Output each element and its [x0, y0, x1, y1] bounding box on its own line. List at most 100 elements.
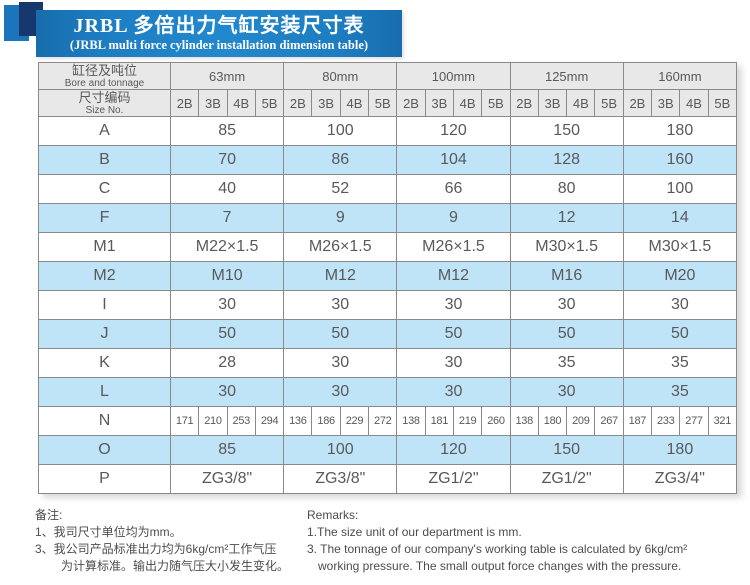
value-cell: M10	[169, 261, 285, 291]
size-code-header: 4B	[226, 89, 256, 117]
table-row: K 28 30 30 35 35	[38, 348, 738, 378]
size-code-header: 4B	[339, 89, 370, 117]
value-cell: 30	[169, 290, 285, 320]
value-cell: 150	[509, 435, 624, 465]
value-cell: 52	[283, 174, 398, 204]
remarks-en-lines: 1.The size unit of our department is mm.…	[307, 524, 744, 575]
remarks-zh-title: 备注:	[35, 508, 63, 522]
row-label: F	[38, 203, 171, 233]
value-cell: 138	[396, 406, 426, 436]
value-cell: 35	[622, 348, 738, 378]
bore-header: 125mm	[509, 62, 624, 90]
value-cell: 294	[254, 406, 285, 436]
value-cell: 50	[509, 319, 624, 349]
value-cell: M12	[283, 261, 398, 291]
size-code-row: 尺寸编码 Size No. 2B 3B 4B 5B 2B 3B 4B 5B 2B 3B 4B 5B 2B 3B…	[38, 89, 738, 117]
row-label: I	[38, 290, 171, 320]
value-cell: M26×1.5	[396, 232, 511, 262]
dimension-table-head: 缸径及吨位 Bore and tonnage 63mm 80mm 100mm 125mm 1…	[38, 62, 738, 117]
value-cell: 180	[537, 406, 568, 436]
value-cell: 70	[169, 145, 285, 175]
value-cell: 136	[283, 406, 313, 436]
remarks-line: working pressure. The small output force…	[318, 559, 682, 573]
size-code-header: 2B	[169, 89, 200, 117]
value-cell: 14	[622, 203, 738, 233]
table-row: C 40 52 66 80 100	[38, 174, 738, 204]
value-cell: 50	[622, 319, 738, 349]
size-code-header: 4B	[566, 89, 596, 117]
value-cell: 30	[509, 377, 624, 407]
size-code-header: 3B	[651, 89, 681, 117]
value-cell: 209	[566, 406, 596, 436]
size-code-header: 3B	[537, 89, 568, 117]
table-row: M2 M10 M12 M12 M16 M20	[38, 261, 738, 291]
size-code-header: 5B	[707, 89, 738, 117]
size-code-header: 5B	[254, 89, 285, 117]
value-cell: 12	[509, 203, 624, 233]
bore-header: 63mm	[169, 62, 285, 90]
table-row: J 50 50 50 50 50	[38, 319, 738, 349]
corner-zh-label: 缸径及吨位	[71, 62, 137, 78]
value-cell: 267	[594, 406, 624, 436]
remarks-line: 1、我司尺寸单位均为mm。	[35, 525, 182, 539]
value-cell: 35	[622, 377, 738, 407]
title-banner: JRBL 多倍出力气缸安装尺寸表 (JRBL multi force cylin…	[36, 10, 402, 57]
value-cell: 40	[169, 174, 285, 204]
value-cell: ZG3/8"	[169, 464, 285, 494]
table-row: O 85 100 120 150 180	[38, 435, 738, 465]
value-cell: 253	[226, 406, 256, 436]
value-cell: 138	[509, 406, 539, 436]
size-code-header: 5B	[594, 89, 624, 117]
value-cell: 85	[169, 116, 285, 146]
value-cell: M16	[509, 261, 624, 291]
size-code-header: 3B	[311, 89, 341, 117]
remarks-chinese: 备注: 1、我司尺寸单位均为mm。 3、我公司产品标准出力均为6kg/cm²工作气…	[35, 507, 307, 575]
page-title: JRBL 多倍出力气缸安装尺寸表	[73, 14, 365, 37]
bore-header: 80mm	[283, 62, 398, 90]
dimension-table-body: A 85 100 120 150 180 B 70 86 104 128 160 C 40 52 66 80 10…	[38, 116, 738, 494]
value-cell: M30×1.5	[622, 232, 738, 262]
row-label: B	[38, 145, 171, 175]
table-row: P ZG3/8" ZG3/8" ZG1/2" ZG1/2" ZG3/4"	[38, 464, 738, 494]
value-cell: 180	[622, 435, 738, 465]
value-cell: 277	[679, 406, 709, 436]
row-label: J	[38, 319, 171, 349]
remarks-line: 1.The size unit of our department is mm.	[307, 525, 522, 539]
value-cell: 150	[509, 116, 624, 146]
remarks-line: 为计算标准。输出力随气压大小发生变化。	[61, 559, 290, 573]
value-cell: 7	[169, 203, 285, 233]
corner-bore-tonnage: 缸径及吨位 Bore and tonnage	[38, 62, 171, 90]
value-cell: 9	[283, 203, 398, 233]
size-code-header: 5B	[481, 89, 511, 117]
value-cell: 50	[283, 319, 398, 349]
table-row: M1 M22×1.5 M26×1.5 M26×1.5 M30×1.5 M30×1.5	[38, 232, 738, 262]
value-cell: M26×1.5	[283, 232, 398, 262]
remarks-english: Remarks: 1.The size unit of our departme…	[307, 507, 750, 575]
size-code-header: 4B	[679, 89, 709, 117]
row-label: M1	[38, 232, 171, 262]
size-code-header: 4B	[452, 89, 483, 117]
table-row: L 30 30 30 30 35	[38, 377, 738, 407]
value-cell: 219	[452, 406, 483, 436]
table-row: B 70 86 104 128 160	[38, 145, 738, 175]
value-cell: 50	[169, 319, 285, 349]
value-cell: 187	[622, 406, 653, 436]
value-cell: M22×1.5	[169, 232, 285, 262]
value-cell: 181	[424, 406, 454, 436]
value-cell: ZG3/4"	[622, 464, 738, 494]
remarks-en-title: Remarks:	[307, 508, 359, 522]
value-cell: 28	[169, 348, 285, 378]
value-cell: ZG1/2"	[396, 464, 511, 494]
size-no-en-label: Size No.	[85, 104, 124, 116]
row-label: C	[38, 174, 171, 204]
value-cell: 100	[283, 435, 398, 465]
value-cell: 120	[396, 435, 511, 465]
value-cell: 30	[169, 377, 285, 407]
value-cell: 30	[283, 290, 398, 320]
bore-header-row: 缸径及吨位 Bore and tonnage 63mm 80mm 100mm 125mm 1…	[38, 62, 738, 90]
remarks-zh-lines: 1、我司尺寸单位均为mm。 3、我公司产品标准出力均为6kg/cm²工作气压 为计算…	[35, 524, 307, 575]
value-cell: 66	[396, 174, 511, 204]
value-cell: 229	[339, 406, 370, 436]
value-cell: M30×1.5	[509, 232, 624, 262]
row-label: A	[38, 116, 171, 146]
